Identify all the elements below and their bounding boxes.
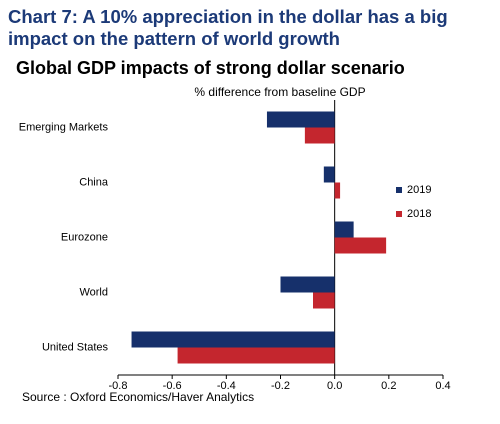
legend-swatch bbox=[396, 211, 402, 217]
y-tick-label: China bbox=[79, 176, 109, 188]
chart-title: Chart 7: A 10% appreciation in the dolla… bbox=[8, 6, 448, 49]
bar bbox=[304, 127, 335, 144]
bar bbox=[323, 166, 335, 183]
bar bbox=[177, 347, 335, 364]
legend-label: 2019 bbox=[407, 184, 431, 196]
bar bbox=[266, 111, 335, 128]
legend-swatch bbox=[396, 187, 402, 193]
x-tick-label: -0.6 bbox=[163, 380, 182, 392]
x-tick-label: 0.4 bbox=[435, 380, 450, 392]
y-tick-label: United States bbox=[42, 341, 109, 353]
bar bbox=[334, 221, 354, 238]
x-tick-label: 0.2 bbox=[381, 380, 396, 392]
bar bbox=[313, 292, 335, 309]
x-tick-label: -0.4 bbox=[217, 380, 236, 392]
x-tick-label: -0.8 bbox=[109, 380, 128, 392]
x-tick-label: 0.0 bbox=[327, 380, 342, 392]
axis-label: % difference from baseline GDP bbox=[194, 85, 365, 99]
bar bbox=[131, 331, 335, 348]
y-tick-label: World bbox=[79, 286, 108, 298]
chart-subtitle: Global GDP impacts of strong dollar scen… bbox=[16, 58, 405, 78]
bar bbox=[280, 276, 335, 293]
x-tick-label: -0.2 bbox=[271, 380, 290, 392]
y-tick-label: Eurozone bbox=[61, 231, 108, 243]
bar bbox=[334, 182, 341, 199]
bar bbox=[334, 237, 387, 254]
y-tick-label: Emerging Markets bbox=[19, 121, 109, 133]
source: Source : Oxford Economics/Haver Analytic… bbox=[22, 390, 254, 404]
legend-label: 2018 bbox=[407, 208, 431, 220]
